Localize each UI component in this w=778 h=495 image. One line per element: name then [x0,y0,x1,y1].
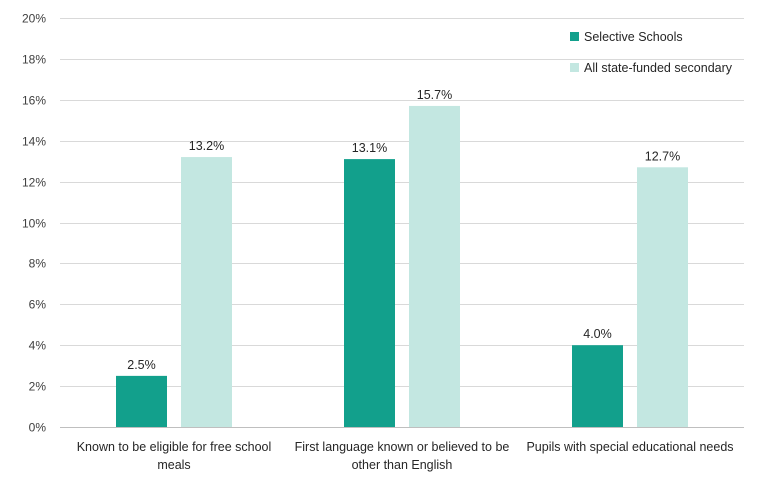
data-label: 2.5% [127,358,156,372]
data-labels: 2.5% 13.2% 13.1% 15.7% 4.0% 12.7% [127,88,680,372]
legend-label: All state-funded secondary [584,61,733,75]
bar [572,345,623,427]
y-tick-label: 0% [29,421,47,435]
y-tick-label: 2% [29,380,47,394]
data-label: 13.2% [189,139,224,153]
y-tick-label: 12% [22,176,46,190]
data-label: 4.0% [583,327,612,341]
y-tick-label: 4% [29,339,47,353]
data-label: 15.7% [417,88,452,102]
legend: Selective Schools All state-funded second… [570,30,733,75]
bar [181,157,232,427]
legend-label: Selective Schools [584,30,683,44]
bar [409,105,460,427]
bar [344,159,395,428]
y-tick-label: 6% [29,298,47,312]
x-category-label: First language known or believed to be ot… [295,440,510,472]
x-category-label-line: meals [157,458,190,472]
legend-swatch [570,63,579,72]
y-tick-label: 14% [22,135,46,149]
y-tick-label: 10% [22,217,46,231]
category-labels: Known to be eligible for free school meal… [77,440,734,472]
bars [116,105,688,428]
y-axis-ticks: 0% 2% 4% 6% 8% 10% 12% 14% 16% 18% 20% [22,12,46,435]
x-category-label: Known to be eligible for free school meal… [77,440,272,472]
x-category-label-line: other than English [352,458,453,472]
data-label: 13.1% [352,141,387,155]
y-tick-label: 20% [22,12,46,26]
bar [637,167,688,427]
x-category-label-line: Pupils with special educational needs [526,440,733,454]
x-category-label: Pupils with special educational needs [526,440,733,454]
gridlines [60,18,744,428]
legend-swatch [570,32,579,41]
bar [116,375,167,427]
y-tick-label: 18% [22,53,46,67]
x-category-label-line: Known to be eligible for free school [77,440,272,454]
y-tick-label: 8% [29,257,47,271]
y-tick-label: 16% [22,94,46,108]
x-category-label-line: First language known or believed to be [295,440,510,454]
data-label: 12.7% [645,149,680,163]
